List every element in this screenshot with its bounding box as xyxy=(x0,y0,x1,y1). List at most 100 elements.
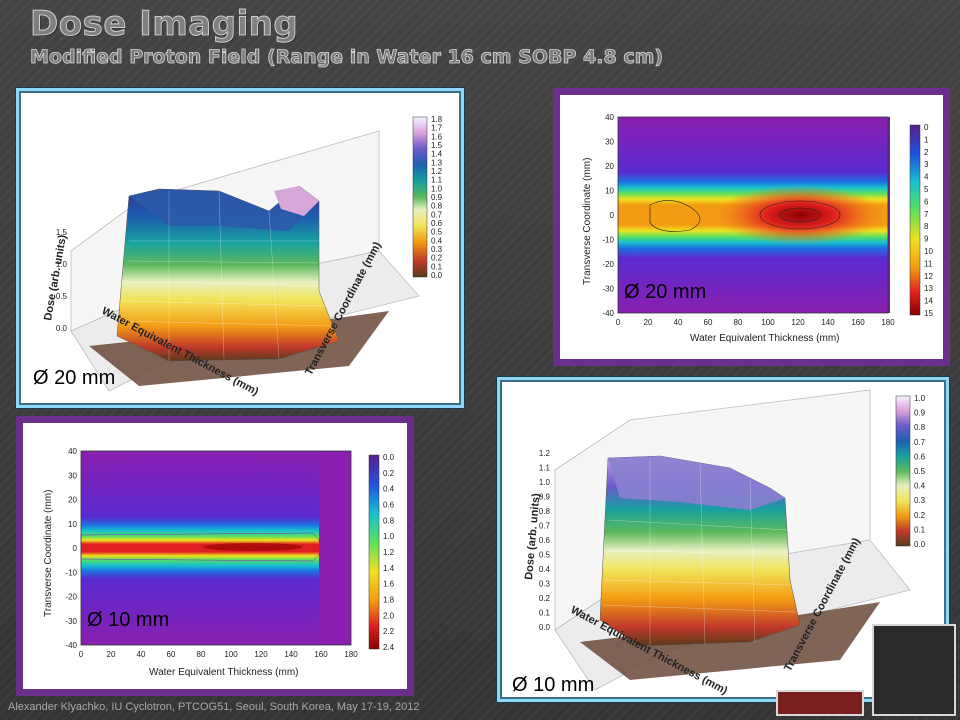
legend-tick-label: 0.2 xyxy=(431,254,443,263)
legend-tick-label: 8 xyxy=(924,222,929,231)
surface-plot-20mm: Dose (arb. units) Water Equivalent Thick… xyxy=(42,115,443,398)
legend-tick-label: 0.0 xyxy=(383,453,395,462)
nav-button-previous[interactable] xyxy=(776,690,864,716)
x-tick-label: 80 xyxy=(197,650,206,659)
legend-tick-label: 1.1 xyxy=(431,176,443,185)
legend-tick-label: 0.3 xyxy=(914,496,926,505)
nav-button-next[interactable] xyxy=(872,624,956,716)
panel-contour-10mm: 0 20 40 60 80 100 120 140 160 180 40 30 20 10 0 -10 -20… xyxy=(16,416,414,696)
surface-plot-10mm: Dose (arb. units) Water Equivalent Thick… xyxy=(523,389,926,697)
panel-contour-20mm: 0 20 40 60 80 100 120 140 160 180 40 30 20 10 0 -10 -20… xyxy=(553,88,950,366)
legend-tick-label: 2.4 xyxy=(383,643,395,652)
legend-tick-label: 0.7 xyxy=(914,438,926,447)
legend-tick-label: 0.6 xyxy=(914,452,926,461)
legend-tick-label: 0.8 xyxy=(431,202,443,211)
legend-tick-label: 1.4 xyxy=(431,150,443,159)
caption-diameter-10mm: Ø 10 mm xyxy=(87,609,170,631)
y-tick-label: 0 xyxy=(73,544,78,553)
legend-tick-label: 1.8 xyxy=(431,115,443,124)
panel-3d-20mm: Dose (arb. units) Water Equivalent Thick… xyxy=(16,88,464,408)
x-tick-label: 0 xyxy=(616,318,621,327)
color-legend-bar xyxy=(909,124,921,316)
y-axis-label: Transverse Coordinate (mm) xyxy=(43,490,54,617)
x-axis-label: Water Equivalent Thickness (mm) xyxy=(149,667,299,678)
z-tick-label: 1.1 xyxy=(539,464,551,473)
x-tick-label: 120 xyxy=(791,318,805,327)
legend-tick-label: 0.6 xyxy=(383,501,395,510)
y-tick-label: 40 xyxy=(605,113,614,122)
legend-tick-label: 0.0 xyxy=(431,271,443,280)
slide-title: Dose Imaging xyxy=(29,4,299,45)
legend-tick-label: 0.1 xyxy=(431,262,443,271)
x-tick-label: 100 xyxy=(224,650,238,659)
x-tick-label: 140 xyxy=(821,318,835,327)
legend-tick-label: 4 xyxy=(924,173,929,182)
z-tick-label: 0.6 xyxy=(539,536,551,545)
y-tick-label: -40 xyxy=(65,641,77,650)
legend-tick-label: 0 xyxy=(924,123,929,132)
y-tick-label: 10 xyxy=(68,520,77,529)
x-tick-label: 120 xyxy=(254,650,268,659)
z-tick-label: 0.0 xyxy=(56,324,68,333)
x-tick-label: 140 xyxy=(284,650,298,659)
legend-tick-label: 2 xyxy=(924,148,929,157)
y-tick-label: 10 xyxy=(605,187,614,196)
y-tick-label: -20 xyxy=(65,593,77,602)
legend-tick-label: 0.4 xyxy=(914,482,926,491)
z-tick-label: 1.0 xyxy=(539,478,551,487)
z-tick-label: 0.0 xyxy=(539,623,551,632)
y-axis-label: Transverse Coordinate (mm) xyxy=(582,158,593,285)
legend-tick-label: 15 xyxy=(924,309,933,318)
color-legend-bar xyxy=(895,395,911,547)
contour-plot-20mm: 0 20 40 60 80 100 120 140 160 180 403020100-10-20… xyxy=(582,113,933,344)
legend-tick-label: 0.9 xyxy=(914,409,926,418)
legend-tick-label: 0.8 xyxy=(914,423,926,432)
z-axis-label: Dose (arb. units) xyxy=(42,234,69,322)
legend-tick-label: 1.8 xyxy=(383,596,395,605)
legend-tick-label: 0.8 xyxy=(383,516,395,525)
x-tick-label: 160 xyxy=(314,650,328,659)
legend-tick-label: 1.2 xyxy=(383,548,395,557)
y-tick-label: -40 xyxy=(602,309,614,318)
legend-tick-label: 1.0 xyxy=(383,532,395,541)
legend-tick-label: 3 xyxy=(924,160,929,169)
legend-tick-label: 0.6 xyxy=(431,219,443,228)
legend-tick-label: 1 xyxy=(924,135,929,144)
legend-tick-label: 0.1 xyxy=(914,525,926,534)
y-tick-label: 20 xyxy=(68,496,77,505)
z-tick-label: 1.5 xyxy=(56,228,68,237)
legend-tick-label: 1.0 xyxy=(914,394,926,403)
caption-diameter-20mm: Ø 20 mm xyxy=(624,281,707,303)
y-tick-label: -10 xyxy=(602,236,614,245)
legend-tick-label: 0.4 xyxy=(431,236,443,245)
x-tick-label: 40 xyxy=(137,650,146,659)
legend-tick-label: 5 xyxy=(924,185,929,194)
legend-tick-label: 0.5 xyxy=(431,228,443,237)
legend-tick-label: 14 xyxy=(924,297,933,306)
z-tick-label: 0.9 xyxy=(539,493,551,502)
x-tick-label: 20 xyxy=(107,650,116,659)
legend-tick-label: 0.9 xyxy=(431,193,443,202)
z-tick-label: 0.3 xyxy=(539,580,551,589)
x-axis-label: Water Equivalent Thickness (mm) xyxy=(690,333,840,344)
color-legend-bar xyxy=(412,116,428,278)
legend-tick-label: 0.3 xyxy=(431,245,443,254)
y-tick-label: 0 xyxy=(610,211,615,220)
x-tick-label: 80 xyxy=(734,318,743,327)
legend-tick-label: 12 xyxy=(924,272,933,281)
x-tick-label: 100 xyxy=(761,318,775,327)
legend-tick-label: 2.2 xyxy=(383,627,395,636)
z-tick-label: 0.2 xyxy=(539,594,551,603)
color-legend-bar xyxy=(368,454,380,650)
z-tick-label: 0.4 xyxy=(539,565,551,574)
y-tick-label: -10 xyxy=(65,568,77,577)
contour-plot-10mm: 0 20 40 60 80 100 120 140 160 180 403020100-10-20… xyxy=(43,447,395,678)
legend-tick-label: 11 xyxy=(924,259,933,268)
legend-tick-label: 1.5 xyxy=(431,141,443,150)
y-tick-label: 30 xyxy=(68,471,77,480)
legend-tick-label: 2.0 xyxy=(383,611,395,620)
x-tick-label: 180 xyxy=(881,318,895,327)
x-tick-label: 40 xyxy=(674,318,683,327)
z-tick-label: 0.1 xyxy=(539,609,551,618)
slide-footer: Alexander Klyachko, IU Cyclotron, PTCOG5… xyxy=(8,701,420,713)
